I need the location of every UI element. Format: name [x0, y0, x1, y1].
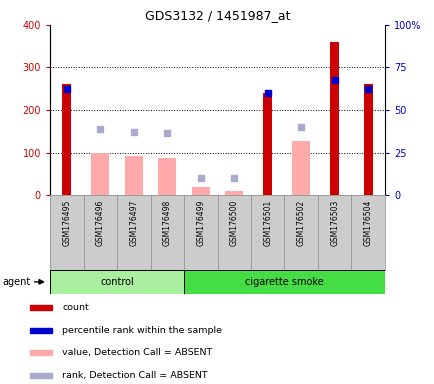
Text: GSM176502: GSM176502 [296, 200, 305, 246]
Text: count: count [62, 303, 89, 312]
Text: GSM176498: GSM176498 [162, 200, 171, 246]
Point [331, 77, 338, 83]
Point [197, 175, 204, 181]
Point [364, 86, 371, 92]
Text: rank, Detection Call = ABSENT: rank, Detection Call = ABSENT [62, 371, 207, 380]
Text: cigarette smoke: cigarette smoke [245, 277, 323, 287]
Title: GDS3132 / 1451987_at: GDS3132 / 1451987_at [145, 9, 289, 22]
Text: value, Detection Call = ABSENT: value, Detection Call = ABSENT [62, 348, 212, 357]
Bar [50, 270, 184, 294]
Text: GSM176503: GSM176503 [329, 200, 339, 246]
Point [130, 129, 137, 135]
Bar [363, 84, 372, 195]
Bar [184, 270, 384, 294]
Bar [91, 152, 109, 195]
Text: GSM176501: GSM176501 [263, 200, 272, 246]
Bar [158, 158, 176, 195]
Text: GSM176499: GSM176499 [196, 200, 205, 246]
Bar [329, 42, 339, 195]
Bar [30, 328, 52, 333]
Bar [224, 191, 243, 195]
Text: GSM176497: GSM176497 [129, 200, 138, 246]
Point [63, 86, 70, 92]
Point [264, 90, 271, 96]
Text: GSM176504: GSM176504 [363, 200, 372, 246]
Text: percentile rank within the sample: percentile rank within the sample [62, 326, 222, 334]
Text: GSM176496: GSM176496 [95, 200, 105, 246]
Bar [263, 93, 272, 195]
Point [97, 126, 104, 132]
Bar [30, 350, 52, 355]
Bar [30, 305, 52, 310]
Point [297, 124, 304, 130]
Bar [30, 373, 52, 378]
Bar [291, 141, 310, 195]
Text: control: control [100, 277, 134, 287]
Text: GSM176495: GSM176495 [62, 200, 71, 246]
Bar [124, 156, 143, 195]
Point [164, 129, 171, 136]
Bar [191, 187, 210, 195]
Text: GSM176500: GSM176500 [229, 200, 238, 246]
Bar [62, 84, 71, 195]
Text: agent: agent [2, 277, 30, 287]
Point [230, 175, 237, 181]
